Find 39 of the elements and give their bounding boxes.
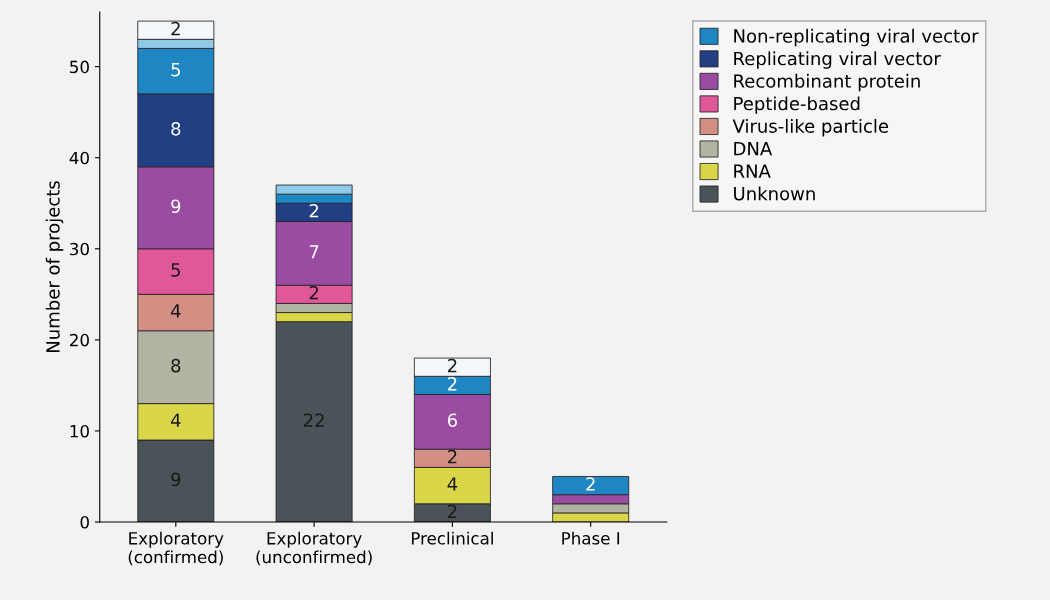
legend-label: Non-replicating viral vector: [734, 28, 979, 47]
y-tick-label: 40: [69, 151, 89, 165]
y-tick-label: 10: [70, 424, 89, 438]
x-tick-label: Exploratory (unconfirmed): [256, 531, 372, 566]
data-label: 8: [171, 358, 181, 373]
data-label: 8: [171, 121, 181, 136]
data-label: 2: [171, 21, 180, 36]
legend-label: Unknown: [734, 186, 815, 201]
data-label: 2: [447, 376, 457, 391]
data-label: 2: [309, 285, 319, 300]
data-label: 2: [447, 504, 457, 518]
legend-label: Replicating viral vector: [734, 51, 941, 69]
data-label: 4: [170, 413, 181, 427]
data-label: 4: [447, 477, 458, 491]
x-tick-label: Preclinical: [411, 531, 493, 545]
x-tick-label: Exploratory (confirmed): [128, 531, 224, 566]
y-tick-label: 0: [80, 515, 89, 529]
legend-label: RNA: [734, 164, 771, 178]
x-tick-label: Phase I: [562, 531, 620, 545]
data-label: 9: [171, 472, 181, 487]
y-tick-label: 50: [70, 60, 89, 74]
data-label: 2: [447, 358, 457, 373]
y-tick-label: 30: [70, 242, 89, 256]
data-label: 4: [170, 304, 181, 318]
data-label: 7: [309, 245, 319, 259]
data-label: 5: [171, 63, 180, 77]
data-label: 22: [303, 413, 324, 427]
legend-label: Peptide-based: [734, 96, 860, 114]
data-label: 5: [171, 263, 180, 277]
y-axis-title: Number of projects: [45, 181, 64, 352]
data-label: 9: [171, 199, 181, 214]
legend-label: Virus-like particle: [732, 118, 889, 137]
data-label: 2: [586, 477, 595, 491]
data-label: 2: [309, 203, 319, 218]
legend-label: DNA: [734, 142, 773, 156]
data-label: 2: [447, 449, 457, 464]
legend-label: Recombinant protein: [734, 73, 920, 92]
y-tick-label: 20: [70, 333, 89, 347]
data-label: 6: [447, 413, 457, 428]
